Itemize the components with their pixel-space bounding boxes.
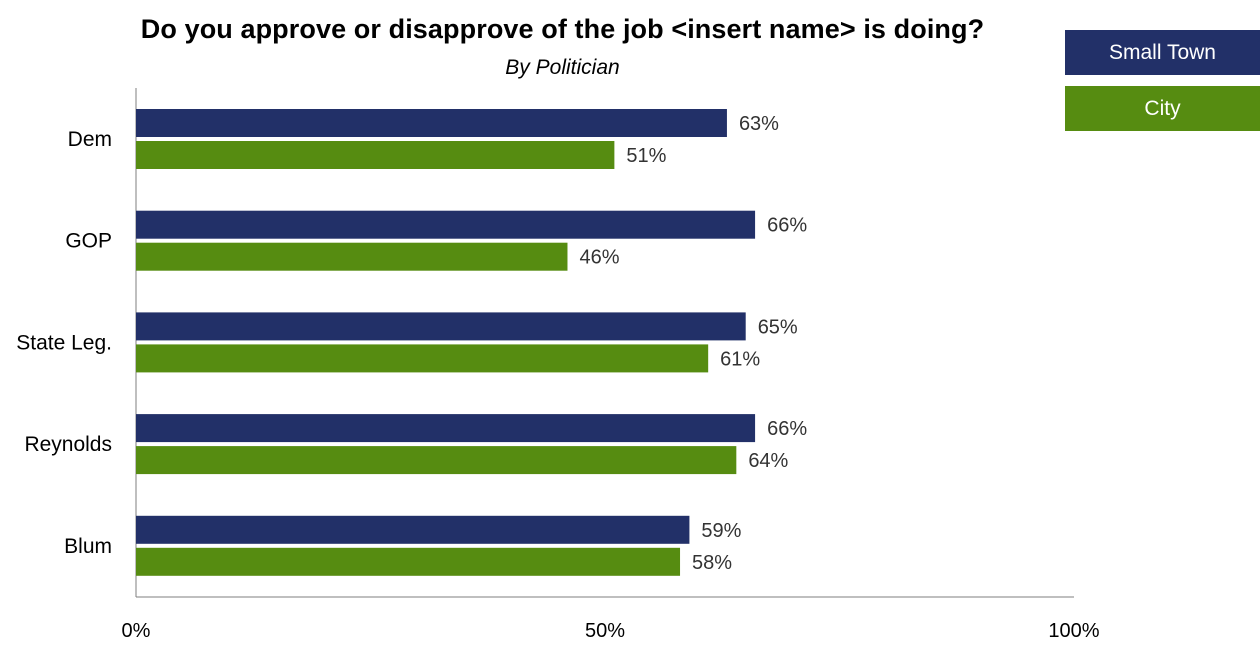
- category-label: Dem: [68, 128, 112, 151]
- bar: [136, 414, 755, 442]
- bar: [136, 344, 708, 372]
- data-label: 59%: [701, 520, 741, 542]
- x-tick-label: 50%: [585, 620, 625, 642]
- bar: [136, 141, 614, 169]
- category-label: GOP: [65, 230, 112, 253]
- category-label: Reynolds: [24, 433, 112, 456]
- category-label: State Leg.: [16, 331, 112, 354]
- data-label: 66%: [767, 418, 807, 440]
- x-tick-label: 0%: [122, 620, 151, 642]
- bar: [136, 211, 755, 239]
- bar: [136, 312, 746, 340]
- data-label: 58%: [692, 552, 732, 574]
- bar: [136, 243, 567, 271]
- category-label: Blum: [64, 535, 112, 558]
- bar: [136, 516, 689, 544]
- x-tick-label: 100%: [1048, 620, 1099, 642]
- data-label: 66%: [767, 215, 807, 237]
- data-label: 51%: [626, 145, 666, 167]
- bar: [136, 548, 680, 576]
- data-label: 64%: [748, 450, 788, 472]
- bar: [136, 446, 736, 474]
- data-label: 46%: [579, 247, 619, 269]
- bar: [136, 109, 727, 137]
- data-label: 61%: [720, 348, 760, 370]
- data-label: 65%: [758, 316, 798, 338]
- data-label: 63%: [739, 113, 779, 135]
